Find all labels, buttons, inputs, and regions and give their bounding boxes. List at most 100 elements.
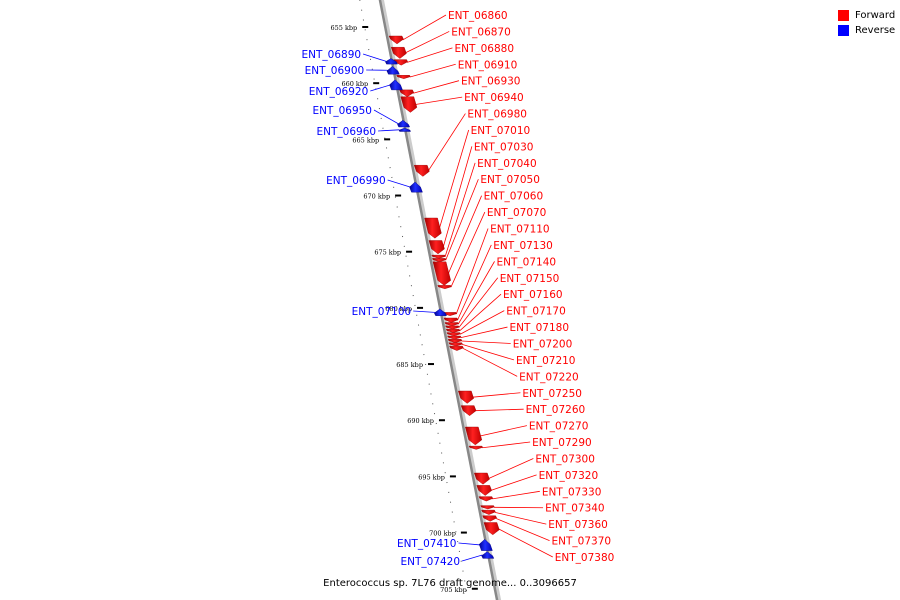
reverse-gene: [385, 58, 398, 65]
gene-leader: [458, 277, 499, 328]
gene-labels: ENT_06860 ENT_06870 ENT_06880 ENT_06910 ENT_…: [302, 10, 615, 568]
gene-leader: [407, 47, 453, 63]
gene-label: ENT_07340: [545, 503, 605, 515]
gene-leader: [450, 211, 486, 288]
scale-tick-label: 705 kbp: [440, 586, 467, 594]
gene-leader: [409, 63, 456, 78]
reverse-gene: [409, 181, 423, 193]
gene-leader: [362, 53, 387, 62]
gene-label: ENT_07150: [500, 273, 560, 285]
gene-leader: [482, 441, 531, 449]
forward-gene: [480, 505, 495, 510]
gene-label: ENT_06990: [326, 175, 386, 187]
gene-label: ENT_07110: [490, 224, 550, 236]
forward-swatch: [838, 10, 849, 21]
reverse-gene: [478, 539, 493, 551]
gene-label: ENT_07410: [397, 538, 457, 550]
gene-label: ENT_07130: [493, 240, 553, 252]
legend-item-reverse: Reverse: [838, 23, 895, 38]
gene-leader: [455, 228, 489, 315]
gene-label: ENT_07200: [513, 338, 573, 350]
gene-label: ENT_07060: [484, 191, 544, 203]
forward-gene: [432, 258, 447, 263]
gene-label: ENT_07050: [480, 174, 540, 186]
gene-label: ENT_07330: [542, 486, 602, 498]
gene-leader: [415, 96, 463, 105]
gene-leader: [402, 14, 447, 41]
forward-gene: [478, 496, 494, 502]
forward-gene: [443, 317, 459, 323]
forward-gene: [482, 515, 497, 522]
forward-gene: [396, 75, 411, 79]
gene-label: ENT_06940: [464, 92, 524, 104]
gene-leader: [492, 490, 540, 500]
gene-label: ENT_07100: [352, 306, 412, 318]
reverse-swatch: [838, 25, 849, 36]
gene-label: ENT_06900: [305, 65, 365, 77]
gene-leader: [458, 542, 481, 546]
gene-label: ENT_07040: [477, 158, 537, 170]
scale-tick-label: 665 kbp: [352, 136, 379, 144]
gene-leader: [472, 392, 521, 398]
gene-leader: [459, 293, 502, 332]
reverse-gene: [397, 120, 411, 128]
gene-leader: [462, 344, 515, 361]
label-leaders: [362, 14, 553, 562]
gene-label: ENT_07140: [497, 256, 557, 268]
gene-label: ENT_06910: [458, 59, 518, 71]
forward-gene: [481, 509, 496, 515]
gene-leader: [442, 146, 473, 248]
gene-label: ENT_07320: [539, 470, 599, 482]
forward-gene: [460, 405, 477, 416]
gene-label: ENT_06980: [467, 109, 527, 121]
gene-label: ENT_07290: [532, 437, 592, 449]
forward-gene: [476, 485, 492, 496]
scale-tick-label: 695 kbp: [418, 473, 445, 481]
scale-tick-label: 660 kbp: [341, 80, 368, 88]
gene-label: ENT_07260: [526, 404, 586, 416]
gene-leader: [378, 129, 400, 132]
forward-gene: [388, 35, 404, 45]
forward-gene: [449, 345, 464, 351]
gene-label: ENT_06930: [461, 76, 521, 88]
scale-tick-label: 685 kbp: [396, 361, 423, 369]
forward-gene: [431, 254, 446, 259]
forward-gene: [448, 342, 463, 347]
gene-label: ENT_06960: [317, 126, 377, 138]
scale-tick-label: 690 kbp: [407, 417, 434, 425]
gene-label: ENT_07220: [519, 371, 579, 383]
gene-leader: [444, 162, 476, 257]
forward-gene: [390, 47, 407, 59]
gene-leader: [427, 113, 466, 172]
forward-gene: [447, 335, 462, 340]
gene-label: ENT_06860: [448, 10, 508, 22]
gene-label: ENT_07250: [522, 388, 582, 400]
gene-label: ENT_07160: [503, 289, 563, 301]
gene-label: ENT_07030: [474, 141, 534, 153]
reverse-gene: [398, 127, 411, 132]
scale-tick-label: 655 kbp: [330, 24, 357, 32]
gene-leader: [457, 261, 495, 325]
forward-gene: [458, 390, 474, 404]
forward-gene: [468, 445, 483, 450]
gene-label: ENT_07070: [487, 207, 547, 219]
gene-leader: [488, 458, 534, 480]
forward-gene: [399, 89, 415, 97]
gene-leader: [405, 31, 450, 54]
forward-gene: [437, 285, 452, 290]
gene-leader: [475, 408, 524, 412]
forward-gene: [474, 472, 490, 485]
gene-leader: [490, 474, 537, 491]
scale-tick-label: 675 kbp: [374, 249, 401, 257]
forward-gene: [424, 217, 442, 239]
gene-label: ENT_07170: [506, 306, 566, 318]
gene-leader: [479, 425, 527, 437]
scale-ticks: 655 kbp 660 kbp 665 kbp 670 kbp 675 kbp 680 k…: [330, 24, 478, 594]
scale-tick-label: 670 kbp: [363, 193, 390, 201]
forward-gene: [400, 96, 418, 113]
legend: Forward Reverse: [838, 8, 895, 38]
forward-gene: [446, 332, 461, 337]
legend-label-forward: Forward: [855, 10, 896, 21]
gene-leader: [460, 310, 505, 335]
